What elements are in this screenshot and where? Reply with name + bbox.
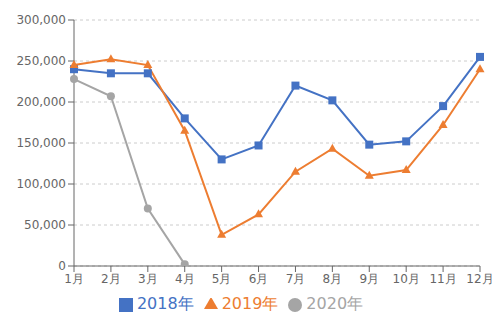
svg-text:300,000: 300,000 bbox=[16, 13, 66, 27]
svg-text:3月: 3月 bbox=[138, 272, 158, 286]
svg-text:100,000: 100,000 bbox=[16, 177, 66, 191]
svg-text:200,000: 200,000 bbox=[16, 95, 66, 109]
svg-text:8月: 8月 bbox=[323, 272, 343, 286]
svg-text:5月: 5月 bbox=[212, 272, 232, 286]
svg-text:50,000: 50,000 bbox=[24, 218, 66, 232]
svg-text:1月: 1月 bbox=[64, 272, 84, 286]
svg-text:12月: 12月 bbox=[466, 272, 493, 286]
svg-text:4月: 4月 bbox=[175, 272, 195, 286]
svg-text:0: 0 bbox=[58, 259, 66, 273]
svg-text:150,000: 150,000 bbox=[16, 136, 66, 150]
svg-text:6月: 6月 bbox=[249, 272, 269, 286]
svg-text:11月: 11月 bbox=[429, 272, 456, 286]
html-text:2020年: 2020年 bbox=[306, 294, 364, 313]
svg-text:250,000: 250,000 bbox=[16, 54, 66, 68]
svg-text:10月: 10月 bbox=[393, 272, 420, 286]
svg-text:7月: 7月 bbox=[286, 272, 306, 286]
html-text:2019年: 2019年 bbox=[221, 294, 279, 313]
svg-text:9月: 9月 bbox=[359, 272, 379, 286]
html-text:2018年: 2018年 bbox=[136, 294, 194, 313]
svg-text:2月: 2月 bbox=[101, 272, 121, 286]
